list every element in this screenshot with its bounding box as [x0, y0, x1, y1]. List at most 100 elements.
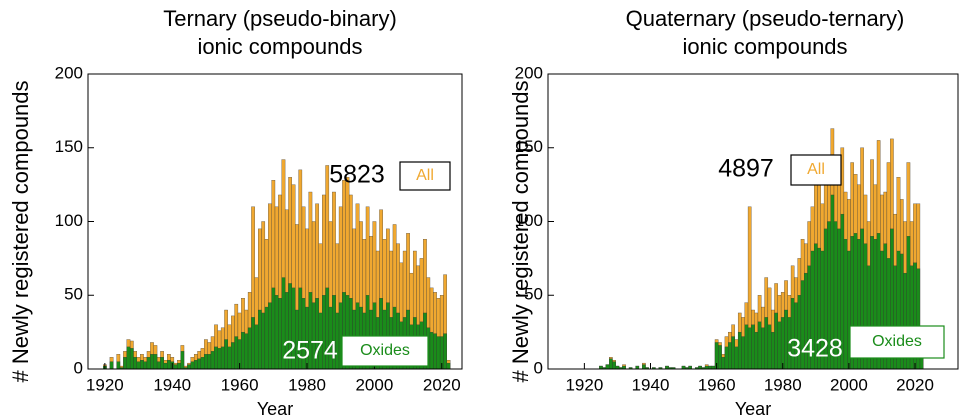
bar: [244, 333, 249, 370]
bar: [129, 348, 134, 370]
y-axis-label: # Newly registered compounds: [8, 80, 33, 382]
bar: [261, 312, 266, 370]
legend-label: Oxides: [360, 342, 410, 359]
legend-box: [790, 154, 842, 186]
bar: [754, 331, 759, 370]
legend-label: Oxides: [872, 333, 922, 350]
y-tick-label: 150: [55, 137, 83, 156]
bar: [780, 317, 785, 370]
bar: [741, 336, 745, 370]
bar: [751, 324, 755, 370]
legend-box: [341, 335, 429, 367]
bar: [764, 317, 769, 370]
legend-label: All: [416, 167, 434, 184]
chart-title: ionic compounds: [682, 34, 847, 59]
bar: [150, 354, 154, 370]
bar: [609, 358, 613, 370]
x-tick-label: 1960: [698, 375, 736, 394]
bar: [153, 354, 158, 370]
chart-title: ionic compounds: [197, 34, 362, 59]
bar: [612, 361, 616, 370]
bar: [724, 346, 729, 370]
bar: [757, 321, 762, 370]
bar: [718, 345, 722, 370]
y-tick-label: 100: [55, 211, 83, 230]
bar: [214, 346, 218, 370]
bar: [123, 357, 127, 370]
bar: [146, 357, 151, 370]
bar: [234, 336, 239, 370]
bar: [156, 361, 161, 370]
bar: [190, 361, 195, 370]
legend-label: All: [807, 161, 825, 178]
bar: [721, 357, 726, 370]
bar: [224, 339, 228, 370]
y-tick-label: 50: [524, 285, 543, 304]
bar: [774, 312, 778, 370]
bar: [241, 331, 245, 370]
bar: [207, 354, 212, 370]
bar: [109, 361, 114, 370]
y-tick-label: 150: [515, 137, 543, 156]
series-total: 3428: [787, 335, 843, 363]
bar: [271, 287, 276, 370]
bar: [446, 362, 451, 370]
bar: [217, 348, 222, 370]
bar: [180, 351, 185, 370]
x-tick-label: 1980: [764, 375, 802, 394]
bar: [744, 324, 749, 370]
bar: [220, 346, 225, 370]
x-tick-label: 1920: [86, 375, 124, 394]
x-axis-label: Year: [257, 399, 293, 419]
bar: [274, 295, 279, 370]
bar: [767, 324, 772, 370]
chart-title: Quaternary (pseudo-ternary): [626, 6, 905, 31]
bar: [771, 331, 775, 370]
bar: [777, 321, 782, 370]
chart-title: Ternary (pseudo-binary): [163, 6, 397, 31]
bar: [140, 359, 144, 370]
bar: [731, 336, 735, 370]
bar: [177, 362, 181, 370]
x-tick-label: 2020: [423, 375, 461, 394]
y-tick-label: 200: [55, 63, 83, 82]
y-tick-label: 100: [515, 211, 543, 230]
bar: [200, 357, 205, 370]
x-tick-label: 2000: [830, 375, 868, 394]
bar: [254, 324, 259, 370]
bar: [747, 327, 752, 370]
bar: [204, 354, 208, 370]
bar: [264, 306, 269, 370]
x-tick-label: 1960: [221, 375, 259, 394]
legend-box: [399, 161, 451, 191]
bar: [258, 309, 262, 370]
y-axis-label: # Newly registered compounds: [508, 80, 533, 382]
bar: [734, 346, 739, 370]
bar: [761, 327, 765, 370]
bar: [126, 346, 131, 370]
bar: [268, 302, 272, 370]
x-axis-label: Year: [735, 399, 771, 419]
bar: [227, 346, 232, 370]
y-tick-label: 0: [534, 358, 543, 377]
bar: [728, 342, 732, 370]
x-tick-label: 2000: [355, 375, 393, 394]
bar: [173, 364, 178, 370]
bar: [843, 239, 848, 370]
bar: [193, 359, 198, 370]
bar: [642, 364, 646, 370]
series-total: 2574: [282, 337, 338, 365]
bar: [251, 317, 255, 370]
x-tick-label: 1920: [565, 375, 603, 394]
bar: [231, 342, 235, 370]
bar: [197, 358, 202, 370]
x-tick-label: 2020: [896, 375, 934, 394]
bar: [443, 333, 447, 370]
x-tick-label: 1940: [153, 375, 191, 394]
bar: [605, 364, 610, 370]
bar: [187, 364, 191, 370]
bar: [247, 327, 252, 370]
bar: [429, 331, 434, 370]
y-tick-label: 0: [74, 358, 83, 377]
